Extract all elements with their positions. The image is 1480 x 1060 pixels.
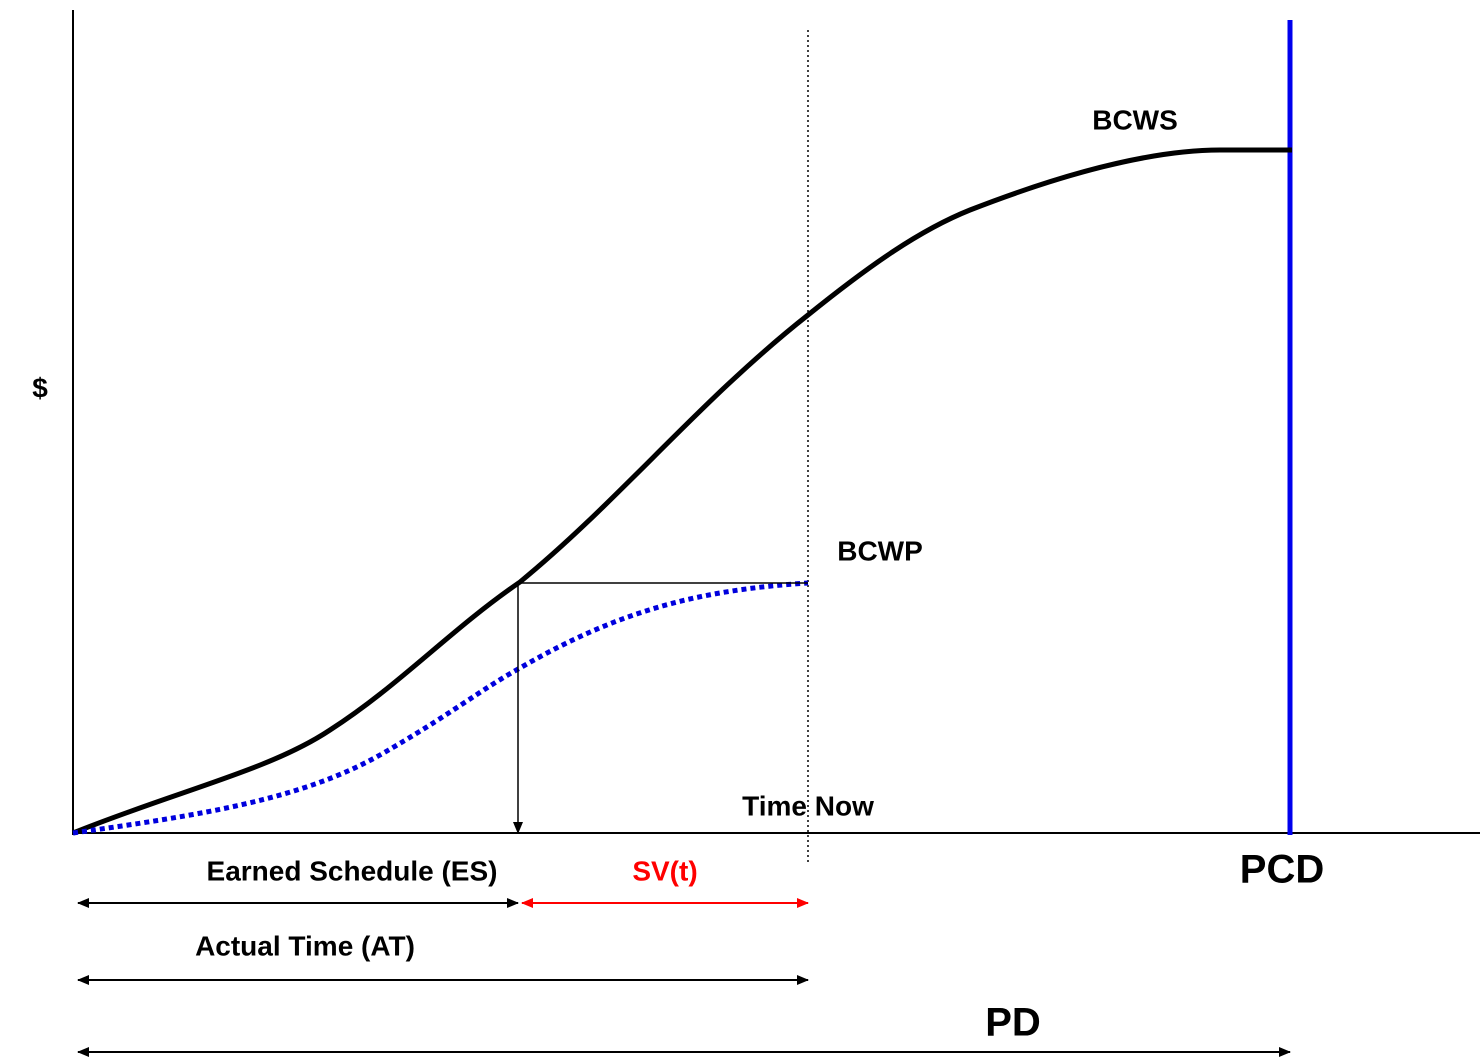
bcws-curve bbox=[72, 147, 1292, 836]
bcwp-label: BCWP bbox=[837, 535, 923, 566]
bcwp-curve bbox=[72, 580, 809, 836]
bcws-label: BCWS bbox=[1092, 104, 1178, 135]
pd-label: PD bbox=[985, 1001, 1041, 1045]
es-label: Earned Schedule (ES) bbox=[207, 855, 498, 886]
at-label: Actual Time (AT) bbox=[195, 930, 415, 961]
y-axis-label: $ bbox=[32, 372, 48, 403]
pcd-label: PCD bbox=[1240, 848, 1324, 892]
sv-label: SV(t) bbox=[632, 855, 697, 886]
time-now-label: Time Now bbox=[742, 790, 874, 821]
